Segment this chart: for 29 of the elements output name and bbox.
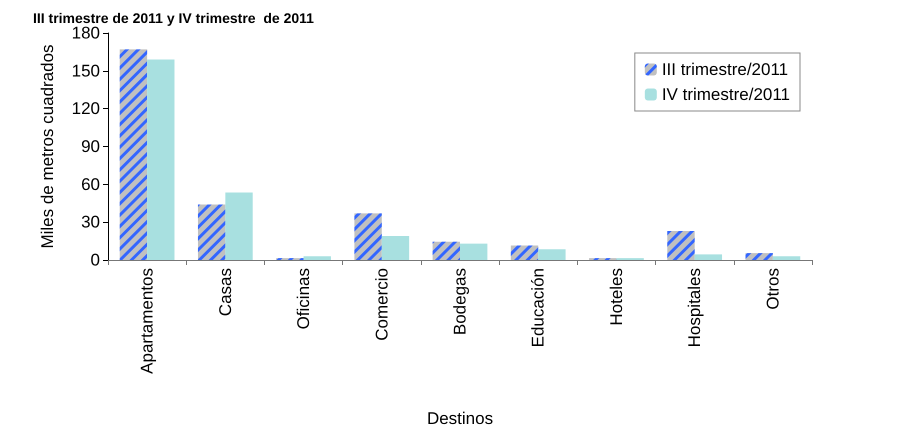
bar <box>382 236 410 260</box>
y-tick-label: 90 <box>81 137 100 156</box>
bar <box>147 59 174 260</box>
x-tick-label: Apartamentos <box>138 268 157 374</box>
y-tick-label: 0 <box>90 250 100 270</box>
x-tick-label: Casas <box>216 268 235 316</box>
y-axis-title: Miles de metros cuadrados <box>38 44 57 249</box>
y-tick-label: 30 <box>81 212 100 232</box>
x-tick-label: Bodegas <box>450 268 470 336</box>
bar <box>538 249 566 260</box>
x-tick-label: Otros <box>763 268 782 310</box>
x-axis-title: Destinos <box>426 409 494 428</box>
chart-title: III trimestre de 2011 y IV trimestre de 2011 <box>33 10 314 26</box>
x-tick-label: Hoteles <box>606 268 626 326</box>
x-tick-label: Comercio <box>372 268 392 341</box>
bar <box>772 256 800 260</box>
bar <box>694 254 722 260</box>
legend-label: IV trimestre/2011 <box>662 85 790 104</box>
x-tick-label: Educación <box>528 268 548 348</box>
bar <box>304 256 331 260</box>
y-tick-label: 60 <box>81 174 100 194</box>
y-tick-label: 120 <box>72 99 100 118</box>
bar <box>225 192 253 260</box>
y-tick-label: 150 <box>72 61 100 80</box>
x-tick-label: Hospitales <box>685 268 704 348</box>
bar <box>460 244 488 260</box>
x-tick-label: Oficinas <box>294 268 314 330</box>
legend-label: III trimestre/2011 <box>662 60 788 79</box>
y-tick-label: 180 <box>72 24 100 42</box>
